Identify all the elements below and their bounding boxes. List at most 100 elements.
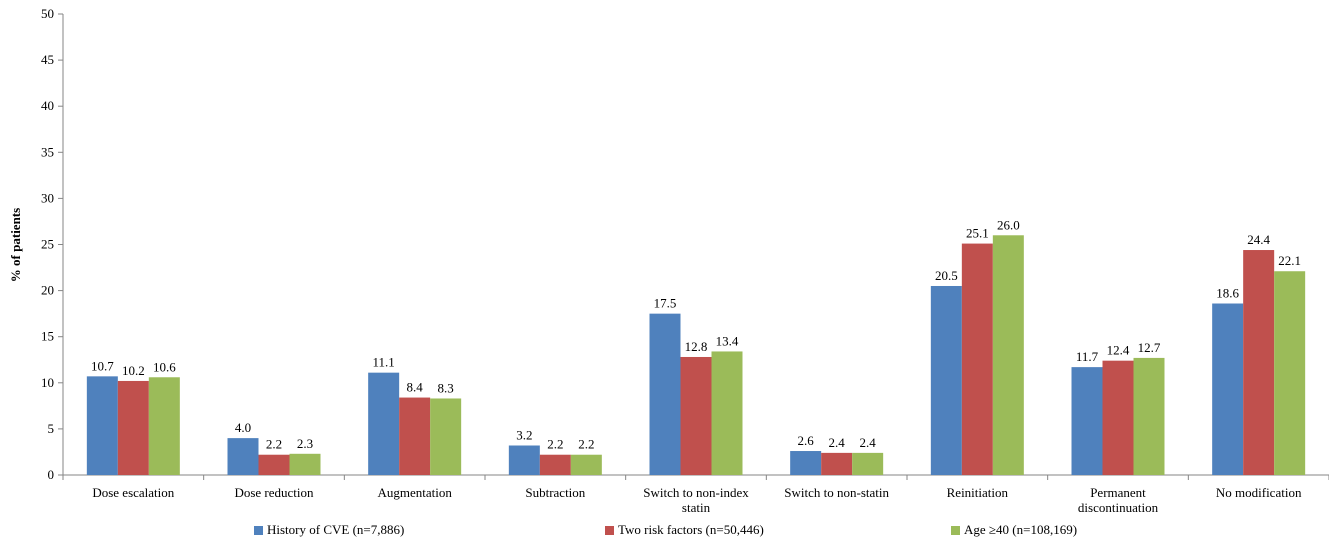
bar	[430, 398, 462, 475]
bar	[148, 377, 180, 475]
data-label: 2.3	[297, 436, 313, 451]
bar	[368, 372, 400, 475]
data-label: 2.4	[829, 435, 846, 450]
bar	[1274, 271, 1306, 475]
legend-swatch	[951, 525, 960, 535]
y-tick-label: 50	[41, 6, 54, 21]
bar	[1212, 303, 1244, 475]
legend-swatch	[254, 525, 263, 535]
bar	[86, 376, 118, 475]
bar	[930, 285, 962, 475]
y-tick-label: 5	[48, 421, 55, 436]
x-tick-label-line: Augmentation	[377, 485, 452, 500]
bar	[711, 351, 743, 475]
bar	[1133, 357, 1165, 475]
x-tick-label-line: Dose escalation	[92, 485, 174, 500]
data-label: 4.0	[235, 420, 251, 435]
data-label: 8.3	[438, 380, 454, 395]
data-label: 20.5	[935, 268, 958, 283]
data-label: 10.6	[153, 359, 176, 374]
y-tick-label: 20	[41, 283, 54, 298]
x-tick-label-line: Switch to non-statin	[784, 485, 889, 500]
x-tick-label: Switch to non-statin	[784, 485, 889, 500]
y-tick-label: 35	[41, 144, 54, 159]
x-tick-label: Dose reduction	[234, 485, 314, 500]
data-label: 8.4	[407, 380, 424, 395]
data-label: 12.8	[685, 339, 708, 354]
data-label: 12.7	[1138, 340, 1161, 355]
data-label: 17.5	[654, 296, 677, 311]
data-label: 2.2	[266, 437, 282, 452]
legend-label: History of CVE (n=7,886)	[267, 522, 405, 537]
data-label: 11.1	[373, 355, 395, 370]
x-tick-label-line: Reinitiation	[947, 485, 1009, 500]
bar	[852, 452, 884, 475]
y-tick-label: 15	[41, 329, 54, 344]
y-tick-label: 45	[41, 52, 54, 67]
x-tick-label-line: Permanent	[1090, 485, 1146, 500]
bar	[508, 445, 540, 475]
bar	[258, 454, 290, 475]
legend-label: Two risk factors (n=50,446)	[618, 522, 764, 537]
data-label: 13.4	[716, 333, 739, 348]
x-tick-label: Switch to non-index statin	[643, 485, 749, 515]
bar	[821, 452, 853, 475]
data-label: 2.4	[860, 435, 877, 450]
data-labels: 10.7 4.0 11.1 3.2 17.5 2.6 20.5 11.7 18.6 10.2 2.2…	[91, 217, 1301, 451]
x-tick-label-line: statin	[682, 500, 711, 515]
y-tick-label: 30	[41, 190, 54, 205]
bars	[86, 235, 1306, 475]
data-label: 11.7	[1076, 349, 1099, 364]
bar	[117, 380, 149, 475]
data-label: 18.6	[1216, 286, 1239, 301]
bar	[1243, 250, 1275, 475]
legend-swatch	[605, 525, 614, 535]
legend-item: History of CVE (n=7,886)	[254, 522, 404, 538]
bar	[539, 454, 571, 475]
data-label: 26.0	[997, 217, 1020, 232]
bar	[570, 454, 602, 475]
y-tick-label: 40	[41, 98, 54, 113]
x-tick-label-line: No modification	[1216, 485, 1302, 500]
legend-item: Two risk factors (n=50,446)	[605, 522, 764, 538]
x-tick-label-line: Subtraction	[525, 485, 585, 500]
data-label: 25.1	[966, 226, 989, 241]
bar	[790, 451, 822, 475]
legend: History of CVE (n=7,886) Two risk factors…	[0, 520, 1329, 538]
data-label: 3.2	[516, 427, 532, 442]
x-tick-label: Permanent discontinuation	[1078, 485, 1159, 515]
y-tick-label: 25	[41, 237, 54, 252]
x-tick-label-line: discontinuation	[1078, 500, 1159, 515]
x-axis: Dose escalation Dose reduction Augmentatio…	[62, 474, 1329, 515]
data-label: 2.2	[547, 437, 563, 452]
bar	[680, 356, 712, 475]
x-tick-label: Dose escalation	[92, 485, 174, 500]
x-tick-label: Augmentation	[377, 485, 452, 500]
bar	[992, 235, 1024, 475]
data-label: 10.7	[91, 358, 114, 373]
y-tick-label: 0	[48, 467, 55, 482]
bar	[1102, 360, 1134, 475]
data-label: 24.4	[1247, 232, 1270, 247]
bar	[289, 453, 321, 475]
x-tick-label: Reinitiation	[947, 485, 1009, 500]
legend-item: Age ≥40 (n=108,169)	[951, 522, 1077, 538]
data-label: 10.2	[122, 363, 145, 378]
bar	[961, 243, 993, 475]
bar	[227, 438, 259, 475]
legend-label: Age ≥40 (n=108,169)	[964, 522, 1078, 537]
x-tick-label: Subtraction	[525, 485, 585, 500]
data-label: 22.1	[1278, 253, 1301, 268]
x-tick-label-line: Switch to non-index	[643, 485, 749, 500]
bar	[1071, 367, 1103, 475]
bar	[399, 397, 431, 475]
x-tick-label-line: Dose reduction	[234, 485, 314, 500]
y-axis-label: % of patients	[8, 208, 23, 282]
data-label: 2.6	[798, 433, 815, 448]
y-tick-label: 10	[41, 375, 54, 390]
x-tick-label: No modification	[1216, 485, 1302, 500]
bar	[649, 313, 681, 475]
data-label: 2.2	[578, 437, 594, 452]
data-label: 12.4	[1107, 343, 1130, 358]
